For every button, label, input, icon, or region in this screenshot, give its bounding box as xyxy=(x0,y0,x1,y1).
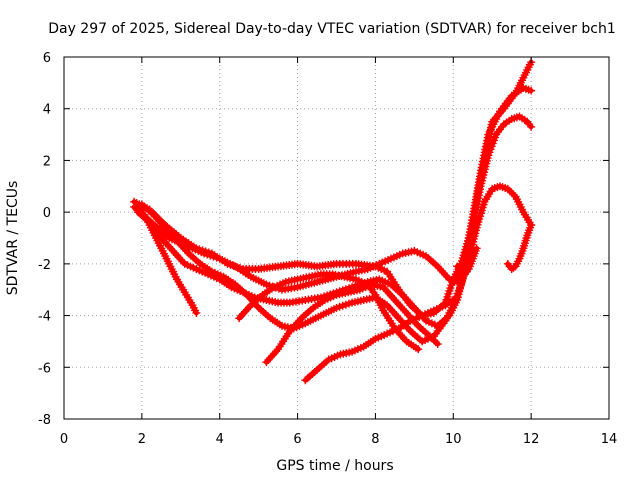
y-tick-label: 4 xyxy=(43,103,51,118)
y-tick-label: 6 xyxy=(43,51,51,66)
y-tick-label: -6 xyxy=(38,361,51,376)
y-tick-label: -4 xyxy=(38,310,51,325)
data-point xyxy=(509,190,518,199)
series-track-4 xyxy=(137,182,536,346)
data-point xyxy=(414,345,423,354)
axis-ticks: 0 2 4 6 8 10 12 14 6 4 2 0 -2 -4 -6 -8 xyxy=(38,51,617,447)
data-point xyxy=(527,122,536,131)
data-point xyxy=(507,188,516,197)
data-point xyxy=(527,221,536,230)
data-point xyxy=(453,293,462,302)
data-point xyxy=(459,268,468,277)
chart-title: Day 297 of 2025, Sidereal Day-to-day VTE… xyxy=(48,21,616,37)
data-point xyxy=(527,86,536,95)
series-track-9 xyxy=(453,244,481,279)
data-point xyxy=(505,186,514,195)
x-tick-label: 0 xyxy=(60,432,68,447)
data-point xyxy=(429,336,438,345)
y-axis-label: SDTVAR / TECUs xyxy=(5,181,21,296)
data-point xyxy=(472,244,481,253)
x-tick-label: 8 xyxy=(371,432,379,447)
x-axis-label: GPS time / hours xyxy=(276,458,393,474)
data-point xyxy=(503,184,512,193)
data-point xyxy=(192,308,201,317)
data-point xyxy=(433,340,442,349)
plot-frame xyxy=(63,56,610,420)
x-tick-label: 14 xyxy=(601,432,618,447)
y-tick-label: 0 xyxy=(43,206,51,221)
x-tick-label: 4 xyxy=(216,432,224,447)
data-point xyxy=(431,338,440,347)
series-track-10 xyxy=(503,221,536,274)
y-tick-label: -2 xyxy=(38,258,51,273)
series-track-6 xyxy=(235,270,423,354)
series-track-8 xyxy=(301,293,462,385)
y-tick-label: 2 xyxy=(43,154,51,169)
x-tick-label: 2 xyxy=(138,432,146,447)
series-track-5 xyxy=(133,202,201,317)
y-tick-label: -8 xyxy=(38,413,51,428)
x-tick-label: 10 xyxy=(445,432,462,447)
x-tick-label: 12 xyxy=(523,432,540,447)
data-point xyxy=(425,332,434,341)
series-layer xyxy=(130,58,536,385)
x-tick-label: 6 xyxy=(293,432,301,447)
data-point xyxy=(427,334,436,343)
